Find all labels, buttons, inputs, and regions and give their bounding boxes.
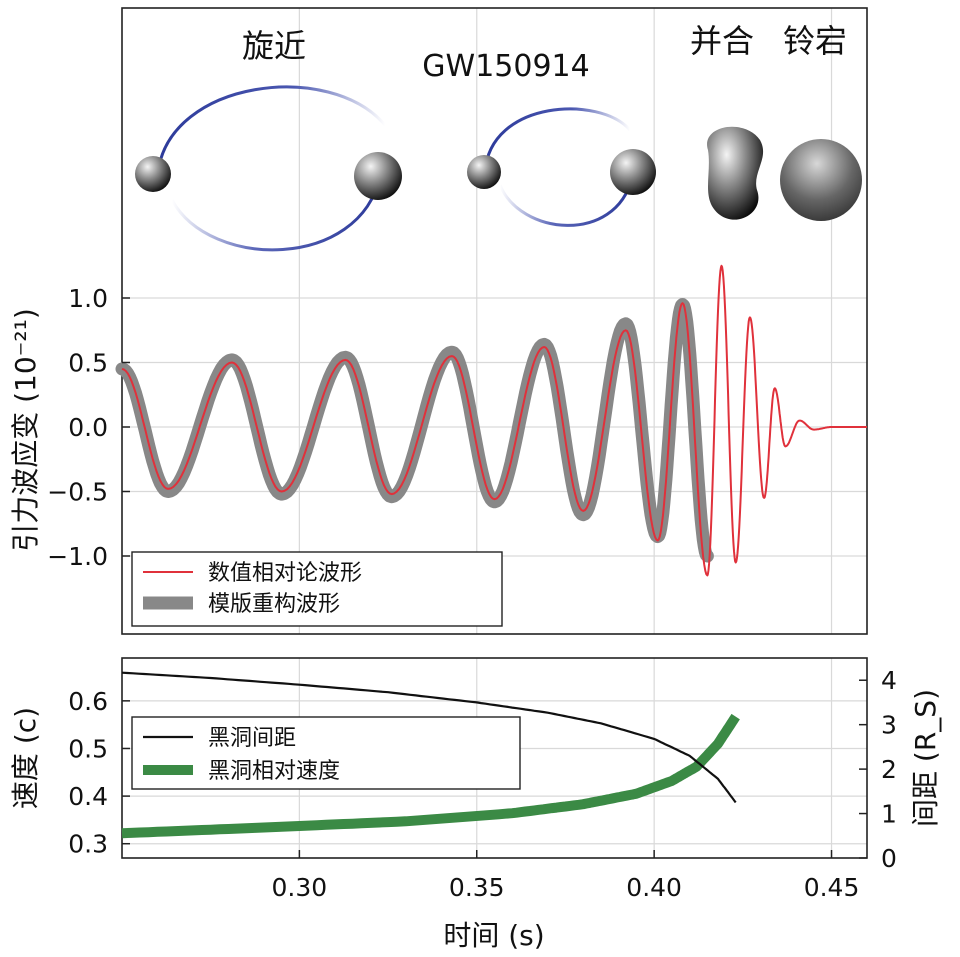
top-legend-box — [131, 551, 503, 627]
x-tick-label-1: 0.35 — [449, 873, 505, 902]
bottom-right-y-axis-label: 间距 (R_S) — [909, 689, 942, 827]
series-line-separation — [121, 671, 737, 804]
phase-label-ringdown: 铃宕 — [783, 22, 847, 60]
series-line-numerical-relativity — [121, 264, 867, 577]
bottom-right-y-tick-label-0: 4 — [881, 666, 897, 695]
x-tick-label-0: 0.30 — [272, 873, 328, 902]
merger-remnant-shape — [707, 126, 764, 220]
black-hole-small-1 — [135, 156, 171, 192]
top-y-tick-label-2: 0.0 — [68, 413, 108, 442]
top-panel-frame — [121, 7, 868, 635]
ringdown-black-hole — [780, 139, 862, 221]
phase-label-merger: 并合 — [690, 22, 754, 60]
black-hole-small-2 — [467, 155, 501, 189]
bottom-right-y-tick-label-2: 2 — [881, 755, 897, 784]
bottom-legend-box — [131, 716, 521, 790]
orbit-illustrations — [135, 85, 862, 252]
x-tick-label-3: 0.45 — [804, 873, 860, 902]
bottom-left-y-tick-label-0: 0.6 — [68, 687, 108, 716]
inspiral-orbit-2-lower — [498, 177, 634, 227]
inspiral-orbit-1-upper — [156, 85, 387, 173]
top-legend: 数值相对论波形 模版重构波形 — [131, 551, 503, 627]
bottom-right-y-tick-label-1: 3 — [881, 711, 897, 740]
bottom-left-y-tick-label-1: 0.5 — [68, 734, 108, 763]
top-grid — [122, 8, 867, 634]
legend-label-velocity: 黑洞相对速度 — [208, 759, 340, 784]
legend-label-separation: 黑洞间距 — [208, 726, 296, 751]
bottom-right-y-tick-label-4: 0 — [881, 844, 897, 873]
series-line-relative-velocity — [121, 713, 740, 839]
bottom-panel-frame — [121, 657, 868, 859]
bottom-right-y-tick-label-3: 1 — [881, 800, 897, 829]
bottom-left-y-axis-label: 速度 (c) — [9, 707, 42, 809]
top-y-tick-label-0: 1.0 — [68, 284, 108, 313]
black-hole-large-1 — [354, 152, 402, 200]
bottom-left-y-ticks: 0.6 0.5 0.4 0.3 — [68, 687, 130, 859]
x-tick-label-2: 0.40 — [626, 873, 682, 902]
bottom-left-y-tick-label-2: 0.4 — [68, 782, 108, 811]
top-y-axis-label: 引力波应变 (10⁻²¹) — [9, 308, 42, 552]
top-y-tick-label-3: −0.5 — [47, 478, 108, 507]
x-axis-label: 时间 (s) — [443, 919, 544, 952]
top-y-tick-label-4: −1.0 — [47, 542, 108, 571]
legend-label-nr: 数值相对论波形 — [208, 561, 362, 586]
chart-title: GW150914 — [422, 49, 589, 84]
legend-label-template: 模版重构波形 — [208, 592, 340, 617]
bottom-right-y-ticks: 4 3 2 1 0 — [859, 666, 897, 873]
top-y-tick-label-1: 0.5 — [68, 349, 108, 378]
top-y-ticks: 1.0 0.5 0.0 −0.5 −1.0 — [47, 284, 130, 571]
phase-label-inspiral: 旋近 — [242, 27, 306, 65]
bottom-x-ticks: 0.30 0.35 0.40 0.45 — [272, 850, 860, 902]
inspiral-orbit-1-lower — [170, 175, 382, 252]
bottom-legend: 黑洞间距 黑洞相对速度 — [131, 716, 521, 790]
bottom-left-y-tick-label-3: 0.3 — [68, 830, 108, 859]
black-hole-large-2 — [610, 149, 656, 195]
inspiral-orbit-2-upper — [483, 107, 632, 173]
